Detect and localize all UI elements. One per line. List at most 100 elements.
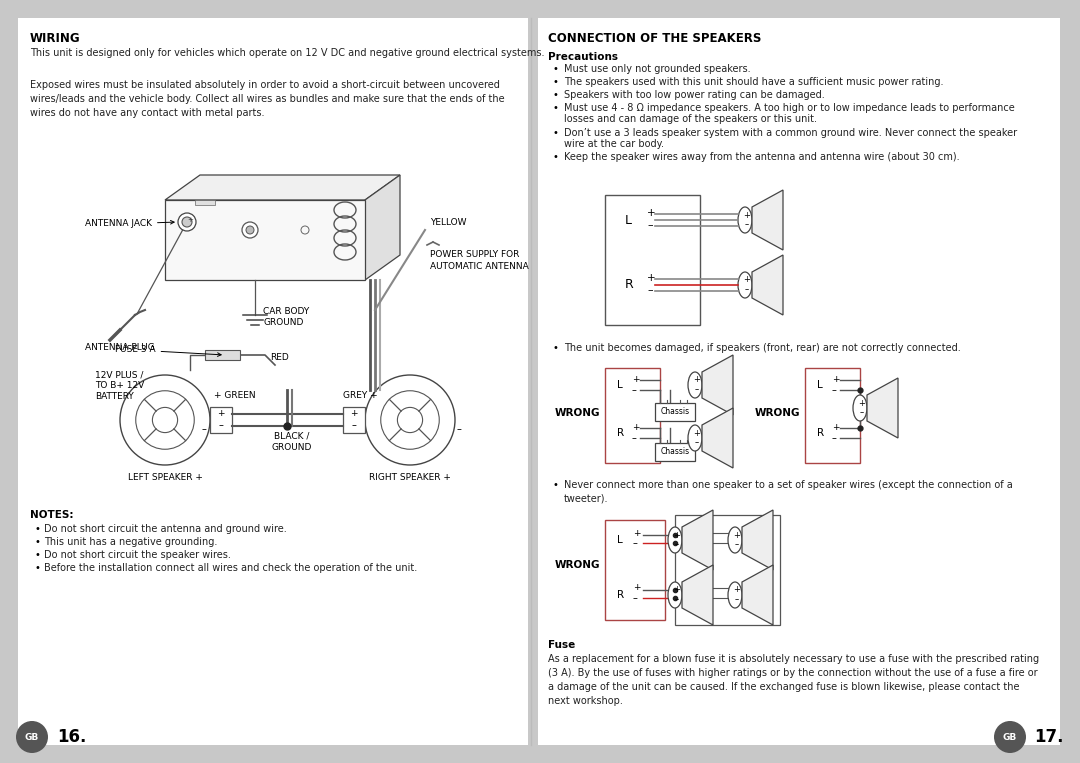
Text: LEFT SPEAKER +: LEFT SPEAKER + [127, 473, 202, 482]
Text: FUSE 3 A: FUSE 3 A [114, 346, 221, 356]
Text: WRONG: WRONG [755, 408, 800, 418]
Circle shape [994, 721, 1026, 753]
Text: +: + [693, 429, 701, 437]
Circle shape [178, 213, 195, 231]
Text: +: + [647, 273, 656, 283]
Text: –: – [832, 385, 837, 395]
Bar [675, 515, 780, 625]
Text: –: – [457, 424, 462, 434]
Text: WRONG: WRONG [554, 560, 600, 570]
Text: •: • [35, 537, 41, 547]
Text: Speakers with too low power rating can be damaged.: Speakers with too low power rating can b… [564, 90, 825, 100]
Text: •: • [553, 90, 558, 100]
Text: •: • [35, 524, 41, 534]
Circle shape [16, 721, 48, 753]
Text: WIRING: WIRING [30, 32, 81, 45]
Polygon shape [681, 565, 713, 625]
Bar [654, 403, 696, 421]
Text: WRONG: WRONG [554, 408, 600, 418]
Text: POWER SUPPLY FOR
AUTOMATIC ANTENNA: POWER SUPPLY FOR AUTOMATIC ANTENNA [430, 250, 529, 271]
Text: –: – [734, 595, 739, 604]
Text: Precautions: Precautions [548, 52, 618, 62]
Text: ANTENNA PLUG: ANTENNA PLUG [85, 343, 154, 352]
Text: +: + [647, 208, 656, 218]
Bar [343, 407, 365, 433]
Text: Do not short circuit the antenna and ground wire.: Do not short circuit the antenna and gro… [44, 524, 287, 534]
Polygon shape [752, 255, 783, 315]
Text: •: • [35, 563, 41, 573]
Text: +: + [217, 410, 225, 418]
Text: –: – [352, 420, 356, 430]
Text: +: + [743, 211, 751, 220]
Ellipse shape [853, 395, 867, 421]
Text: •: • [553, 64, 558, 74]
Text: –: – [694, 439, 699, 448]
Text: CONNECTION OF THE SPEAKERS: CONNECTION OF THE SPEAKERS [548, 32, 761, 45]
Text: –: – [218, 420, 224, 430]
Polygon shape [752, 190, 783, 250]
Text: The unit becomes damaged, if speakers (front, rear) are not correctly connected.: The unit becomes damaged, if speakers (f… [564, 343, 961, 353]
Text: ANTENNA JACK: ANTENNA JACK [85, 220, 174, 228]
Ellipse shape [688, 372, 702, 398]
Text: +: + [832, 375, 839, 385]
Text: Must use 4 - 8 Ω impedance speakers. A too high or to low impedance leads to per: Must use 4 - 8 Ω impedance speakers. A t… [564, 103, 1015, 113]
Bar [205, 350, 240, 360]
Circle shape [246, 226, 254, 234]
Text: –: – [202, 424, 207, 434]
Text: –: – [675, 595, 679, 604]
Text: Don’t use a 3 leads speaker system with a common ground wire. Never connect the : Don’t use a 3 leads speaker system with … [564, 127, 1017, 137]
Polygon shape [681, 510, 713, 570]
Text: losses and can damage of the speakers or this unit.: losses and can damage of the speakers or… [564, 114, 816, 124]
Text: GB: GB [25, 732, 39, 742]
Polygon shape [742, 565, 773, 625]
Polygon shape [365, 175, 400, 280]
Text: R: R [617, 428, 624, 438]
Bar [805, 368, 860, 463]
Text: +: + [859, 398, 865, 407]
Text: The speakers used with this unit should have a sufficient music power rating.: The speakers used with this unit should … [564, 77, 944, 87]
Text: +: + [733, 585, 741, 594]
Text: –: – [633, 593, 638, 603]
Text: •: • [553, 77, 558, 87]
Text: L: L [816, 380, 823, 390]
Text: 17.: 17. [1034, 728, 1064, 746]
Ellipse shape [669, 582, 681, 608]
Text: This unit is designed only for vehicles which operate on 12 V DC and negative gr: This unit is designed only for vehicles … [30, 48, 544, 58]
Text: RIGHT SPEAKER +: RIGHT SPEAKER + [369, 473, 451, 482]
Text: Never connect more than one speaker to a set of speaker wires (except the connec: Never connect more than one speaker to a… [564, 480, 1013, 504]
Bar [165, 200, 365, 280]
Circle shape [365, 375, 455, 465]
Polygon shape [165, 175, 400, 200]
Text: –: – [860, 408, 864, 417]
Text: •: • [553, 127, 558, 137]
Text: •: • [35, 550, 41, 560]
Polygon shape [742, 510, 773, 570]
Text: R: R [617, 590, 624, 600]
Text: GREY +: GREY + [343, 391, 378, 400]
Polygon shape [195, 200, 215, 205]
Bar [654, 443, 696, 461]
Text: –: – [633, 538, 638, 548]
Text: +: + [674, 585, 680, 594]
Ellipse shape [688, 425, 702, 451]
Bar [605, 368, 660, 463]
Text: Must use only not grounded speakers.: Must use only not grounded speakers. [564, 64, 751, 74]
Text: RED: RED [270, 353, 288, 362]
Bar [210, 407, 232, 433]
Circle shape [152, 407, 177, 433]
Text: Fuse: Fuse [548, 640, 576, 650]
Text: +: + [832, 423, 839, 433]
Text: BLACK /
GROUND: BLACK / GROUND [272, 432, 312, 452]
Ellipse shape [728, 527, 742, 553]
Text: –: – [745, 221, 750, 230]
Text: CAR BODY
GROUND: CAR BODY GROUND [264, 307, 309, 327]
Text: Chassis: Chassis [661, 407, 689, 417]
Text: –: – [745, 285, 750, 295]
Text: GB: GB [1003, 732, 1017, 742]
Text: +: + [633, 584, 640, 593]
Ellipse shape [728, 582, 742, 608]
Circle shape [183, 217, 192, 227]
Text: +: + [632, 375, 639, 385]
Text: As a replacement for a blown fuse it is absolutely necessary to use a fuse with : As a replacement for a blown fuse it is … [548, 654, 1039, 706]
Text: 12V PLUS /
TO B+ 12V
BATTERY: 12V PLUS / TO B+ 12V BATTERY [95, 370, 145, 401]
